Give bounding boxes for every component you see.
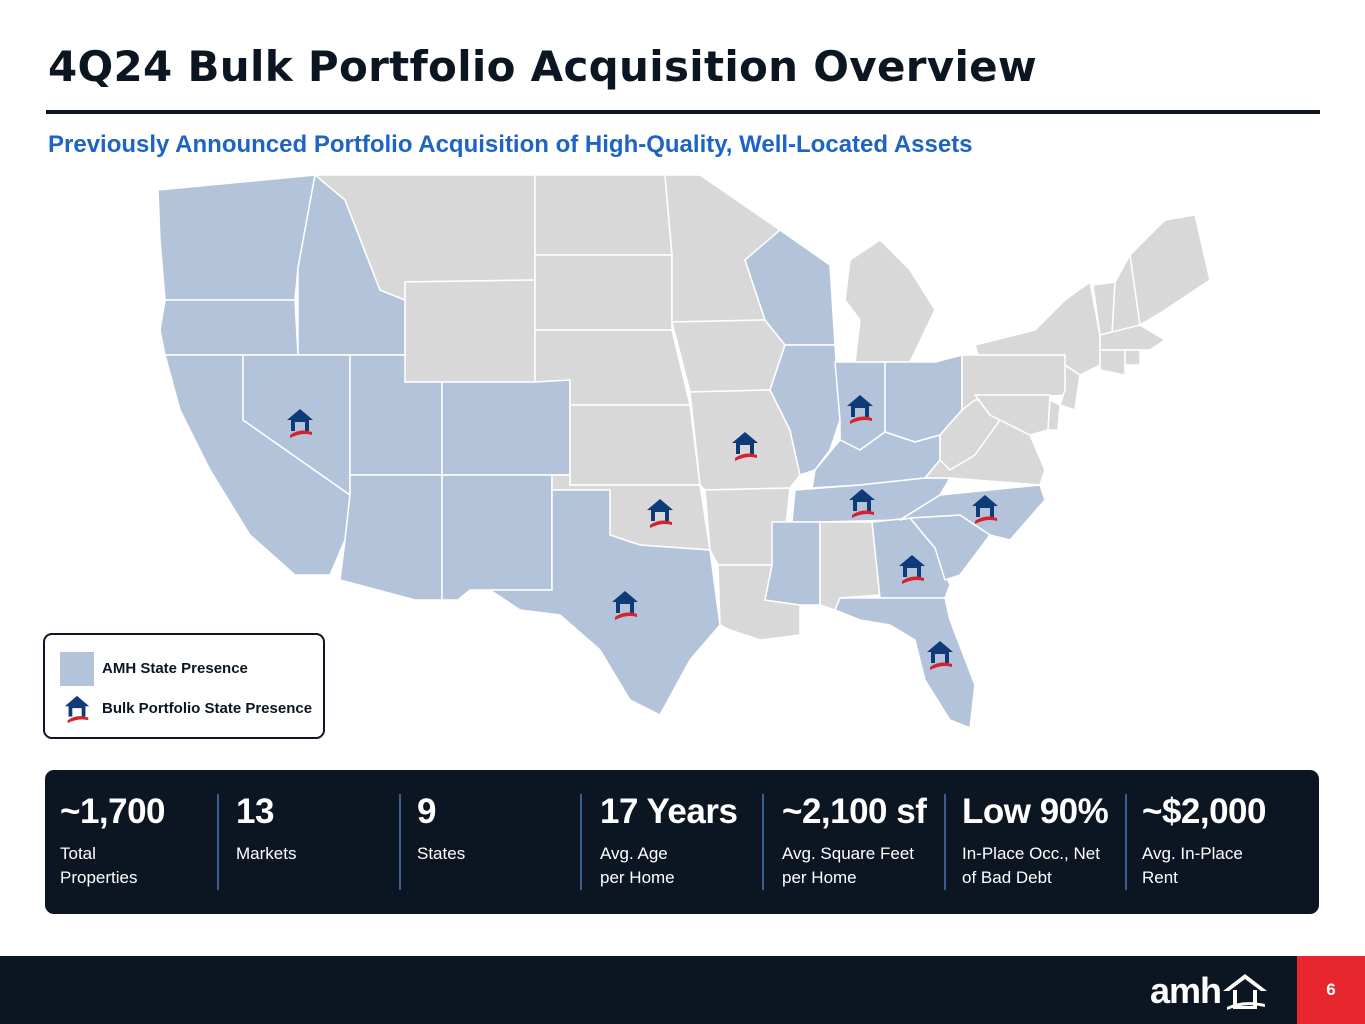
legend-bulk-label: Bulk Portfolio State Presence [102,700,313,717]
stat-value: 17 Years [600,792,738,831]
page-number: 6 [1326,980,1336,999]
state-az [339,474,443,601]
stat-label: Total Properties [60,844,138,887]
stat-avg-rent: ~$2,000 Avg. In-Place Rent [1127,770,1317,914]
stat-label: States [417,844,466,863]
state-ma [1099,324,1166,351]
stat-divider [217,794,219,890]
map-legend: AMH State Presence Bulk Portfolio State … [43,633,325,739]
stat-label: Markets [236,844,297,863]
state-tx [489,489,721,716]
state-de [1047,399,1061,431]
stat-label: Avg. Square Feet per Home [782,844,914,887]
state-wy [404,279,536,383]
stat-occupancy: Low 90% In-Place Occ., Net of Bad Debt [947,770,1125,914]
state-me [1129,214,1211,326]
amh-state-swatch [60,652,94,686]
legend-amh-label: AMH State Presence [102,660,248,677]
stat-label: In-Place Occ., Net of Bad Debt [962,844,1100,887]
state-ct [1099,349,1126,376]
stat-value: ~1,700 [60,792,166,831]
state-or [159,299,299,356]
stat-divider [944,794,946,890]
stat-divider [580,794,582,890]
stat-value: 9 [417,792,436,831]
page-subtitle: Previously Announced Portfolio Acquisiti… [48,131,973,158]
state-ks [569,404,701,486]
stat-divider [1125,794,1127,890]
state-al [819,521,881,611]
us-map-svg [157,174,1211,729]
stat-total-properties: ~1,700 Total Properties [45,770,217,914]
stat-markets: 13 Markets [221,770,399,914]
amh-logo: amh [1150,969,1269,1013]
stat-label: Avg. In-Place Rent [1142,844,1243,887]
stat-avg-age: 17 Years Avg. Age per Home [585,770,763,914]
state-ms [764,521,821,606]
logo-house-icon [1223,974,1268,1010]
title-divider [46,110,1320,114]
state-mi [844,239,936,363]
stat-divider [762,794,764,890]
state-sd [534,254,673,331]
state-nc [899,484,1046,541]
state-ri [1124,349,1141,366]
stat-value: 13 [236,792,274,831]
stat-value: ~$2,000 [1142,792,1267,831]
logo-text: amh [1150,970,1222,1011]
stats-bar: ~1,700 Total Properties 13 Markets 9 Sta… [45,770,1319,914]
stat-label: Avg. Age per Home [600,844,675,887]
state-ia [671,319,786,393]
stat-divider [399,794,401,890]
state-co [441,379,571,476]
state-fl [834,597,976,729]
page-number-box: 6 [1297,956,1365,1024]
us-map [150,168,1220,738]
stat-states: 9 States [402,770,580,914]
stat-avg-square-feet: ~2,100 sf Avg. Square Feet per Home [767,770,945,914]
state-wa [157,174,316,301]
state-md [974,394,1051,436]
state-nm [441,474,553,601]
house-roof-swoosh-icon [64,695,90,724]
stat-value: ~2,100 sf [782,792,927,831]
footer-bar [0,956,1365,1024]
state-nd [534,174,673,256]
stat-value: Low 90% [962,792,1109,831]
page-title: 4Q24 Bulk Portfolio Acquisition Overview [48,42,1038,91]
